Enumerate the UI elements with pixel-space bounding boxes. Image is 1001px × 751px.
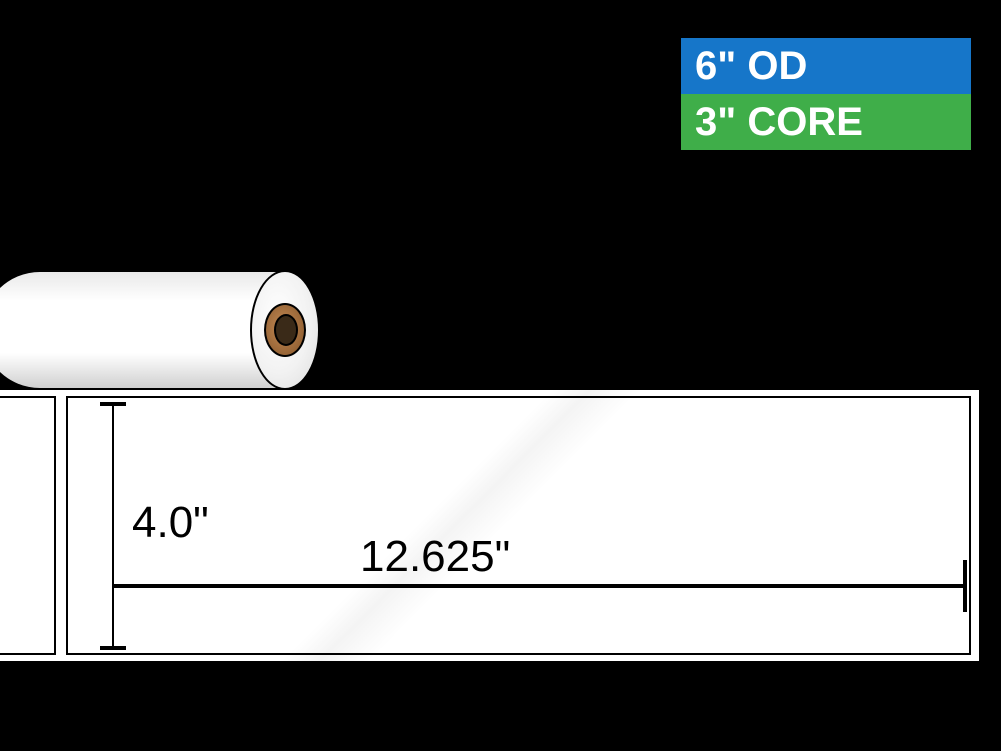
width-dimension-text: 12.625" [360,532,510,582]
roll-core-inner [274,314,298,346]
label-roll [0,270,320,390]
od-badge: 6" OD [681,38,971,94]
height-dimension-cap-bot [100,646,126,650]
width-dimension-line [112,584,965,588]
height-dimension-line [112,404,114,648]
width-dimension-cap-right [963,560,967,612]
roll-body [0,270,280,390]
height-dimension-cap-top [100,402,126,406]
height-dimension-text: 4.0" [132,498,209,548]
core-badge: 3" CORE [681,94,971,150]
label-segment-partial [0,396,56,655]
